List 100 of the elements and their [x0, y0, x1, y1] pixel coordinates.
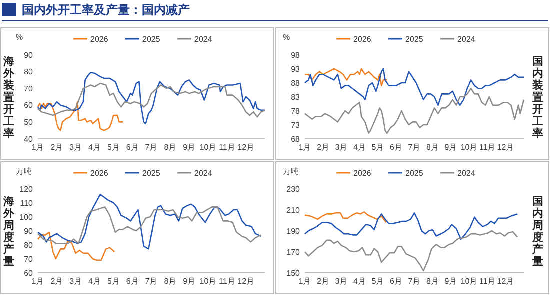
y-axis-title: 国内周度产量 [532, 196, 544, 268]
legend-label: 2026 [354, 34, 372, 44]
legend-label: 2025 [142, 168, 161, 178]
line-series [304, 212, 518, 240]
y-tick-label: 190 [286, 226, 301, 236]
x-tick-label: 10月 [460, 277, 478, 286]
legend-label: 2025 [142, 34, 161, 44]
line-series [37, 101, 124, 132]
text: % [16, 33, 24, 42]
x-tick-label: 3月 [70, 277, 82, 286]
y-tick-label: 150 [286, 268, 301, 278]
x-tick-label: 8月 [164, 143, 177, 152]
y-tick-label: 70 [24, 84, 34, 94]
x-tick-label: 12月 [497, 277, 514, 286]
x-tick-label: 12月 [238, 143, 255, 152]
y-tick-label: 40 [24, 134, 34, 144]
x-tick-label: 10月 [200, 143, 217, 152]
y-tick-label: 98 [291, 50, 301, 60]
y-tick-label: 70 [24, 254, 34, 264]
x-tick-label: 11月 [219, 143, 236, 152]
legend-label: 2024 [194, 168, 213, 178]
x-tick-label: 9月 [183, 143, 196, 152]
y-tick-label: 170 [286, 248, 301, 257]
x-tick-label: 1月 [298, 277, 312, 286]
x-tick-label: 2月 [50, 277, 64, 286]
x-tick-label: 12月 [238, 277, 255, 286]
legend-label: 2026 [354, 168, 372, 178]
x-tick-label: 2月 [317, 277, 330, 286]
text: 万吨 [16, 167, 32, 176]
line-series [304, 68, 525, 106]
text: 万吨 [283, 167, 299, 176]
legend-label: 2024 [194, 34, 213, 44]
x-tick-label: 1月 [298, 143, 312, 152]
x-tick-label: 1月 [32, 143, 44, 152]
x-tick-label: 5月 [372, 277, 384, 286]
x-tick-label: 4月 [354, 143, 366, 152]
y-axis-title: 国内装置开工率 [532, 56, 544, 140]
legend-label: 2025 [406, 168, 424, 178]
x-tick-label: 5月 [372, 143, 384, 152]
legend-label: 2026 [90, 34, 109, 44]
x-tick-label: 2月 [50, 143, 64, 152]
x-tick-label: 5月 [107, 143, 120, 152]
x-tick-label: 9月 [183, 277, 196, 286]
x-tick-label: 5月 [107, 277, 120, 286]
legend-label: 2026 [90, 168, 109, 178]
chart-title: 国内外开工率及产量：国内减产 [22, 3, 190, 17]
x-tick-label: 11月 [479, 143, 496, 152]
x-tick-label: 10月 [460, 143, 478, 152]
x-tick-label: 2月 [317, 143, 330, 152]
x-tick-label: 4月 [354, 277, 366, 286]
x-tick-label: 4月 [88, 277, 101, 286]
y-tick-label: 230 [286, 184, 301, 194]
y-axis-title: 海外周度产量 [2, 194, 16, 268]
x-tick-label: 9月 [444, 143, 458, 152]
x-tick-label: 3月 [335, 277, 348, 286]
line-series [37, 82, 266, 118]
y-tick-label: 68 [291, 134, 301, 144]
y-tick-label: 73 [291, 120, 301, 130]
legend-label: 2024 [458, 34, 476, 44]
x-tick-label: 6月 [390, 143, 402, 152]
y-tick-label: 100 [20, 212, 34, 222]
y-tick-label: 90 [24, 226, 34, 236]
x-tick-label: 8月 [426, 277, 439, 286]
x-tick-label: 10月 [200, 277, 217, 286]
x-tick-label: 7月 [145, 143, 158, 152]
y-tick-label: 80 [24, 68, 34, 77]
y-tick-label: 50 [24, 118, 34, 127]
x-tick-label: 11月 [479, 277, 496, 286]
line-series [304, 88, 525, 134]
line-series [37, 206, 262, 244]
y-axis-title: 海外装置开工率 [2, 54, 16, 140]
y-tick-label: 60 [24, 268, 34, 278]
y-tick-label: 60 [24, 101, 34, 110]
y-tick-label: 90 [24, 50, 34, 60]
x-tick-label: 8月 [164, 277, 177, 286]
x-tick-label: 11月 [219, 277, 236, 286]
line-series [37, 72, 266, 125]
x-tick-label: 7月 [408, 277, 421, 286]
legend-label: 2025 [406, 34, 424, 44]
y-tick-label: 80 [24, 240, 34, 250]
line-series [304, 68, 388, 86]
y-tick-label: 210 [286, 206, 301, 215]
x-tick-label: 3月 [70, 143, 82, 152]
y-tick-label: 78 [291, 106, 301, 116]
x-tick-label: 9月 [444, 277, 458, 286]
line-series [37, 194, 262, 250]
x-tick-label: 4月 [88, 143, 101, 152]
x-tick-label: 6月 [126, 277, 139, 286]
legend-label: 2024 [458, 168, 476, 178]
text: % [283, 33, 290, 42]
x-tick-label: 1月 [32, 277, 44, 286]
line-series [37, 232, 116, 262]
x-tick-label: 7月 [408, 143, 421, 152]
y-tick-label: 83 [291, 92, 301, 102]
x-tick-label: 3月 [335, 143, 348, 152]
x-tick-label: 12月 [497, 143, 514, 152]
line-series [304, 211, 387, 224]
y-tick-label: 120 [20, 184, 34, 194]
x-tick-label: 6月 [390, 277, 402, 286]
line-series [304, 230, 518, 272]
